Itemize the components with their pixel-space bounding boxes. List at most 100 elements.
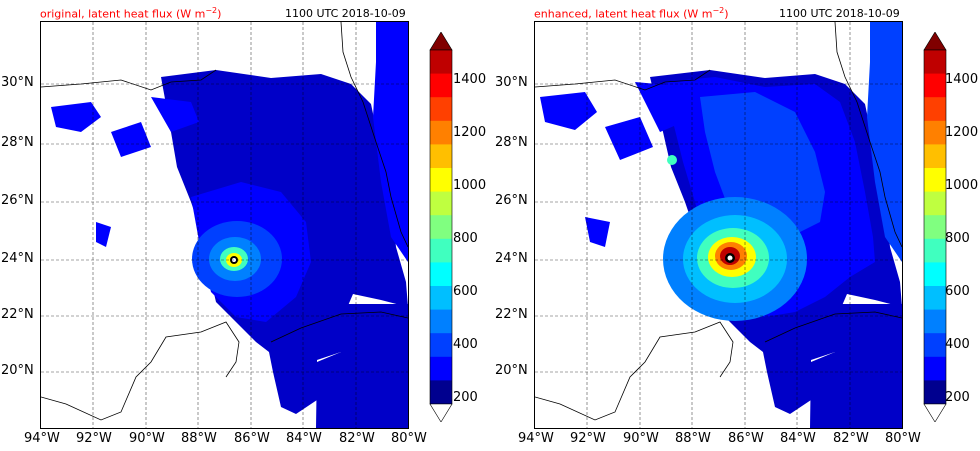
right-cbar-segment [924, 333, 946, 358]
left-cbar-segment [430, 262, 452, 287]
right-east-atlantic [867, 22, 902, 262]
right-panel-time: 1100 UTC 2018-10-09 [779, 7, 900, 20]
left-title-text: original, latent heat flux (W m [40, 7, 206, 21]
left-lon-tick: 86°W [234, 431, 270, 446]
right-lat-tick: 22°N [495, 307, 528, 322]
right-land-hotspot [667, 155, 677, 165]
left-cbar-segment [430, 168, 452, 193]
right-panel-title: enhanced, latent heat flux (W m−2) [534, 6, 729, 21]
right-coastline [535, 22, 902, 421]
right-lat-tick: 26°N [495, 193, 528, 208]
left-cbar-label: 200 [453, 390, 478, 405]
left-cbar-segment [430, 50, 452, 75]
right-lon-tick: 92°W [570, 431, 606, 446]
left-map-svg [41, 22, 408, 428]
left-colorbar [429, 32, 453, 422]
left-east-atlantic [373, 22, 408, 262]
right-cbar-segment [924, 50, 946, 75]
left-panel-time: 1100 UTC 2018-10-09 [285, 7, 406, 20]
right-map [534, 21, 903, 429]
left-cbar-segment [430, 380, 452, 405]
right-cbar-label: 1400 [945, 72, 979, 87]
right-cbar-label: 1000 [945, 178, 979, 193]
left-cbar-segment [430, 238, 452, 263]
right-lon-tick: 88°W [675, 431, 711, 446]
left-cbar-segment [430, 73, 452, 98]
right-gridlines [535, 22, 902, 428]
right-lon-tick: 80°W [885, 431, 921, 446]
right-title-text: enhanced, latent heat flux (W m [534, 7, 713, 21]
left-cbar-label: 400 [453, 337, 478, 352]
left-cbar-label: 1200 [453, 125, 487, 140]
left-map [40, 21, 409, 429]
left-lon-tick: 92°W [76, 431, 112, 446]
left-title-close: ) [217, 7, 222, 21]
right-storm-eye-center [727, 255, 733, 261]
right-lon-tick: 86°W [728, 431, 764, 446]
right-title-close: ) [724, 7, 729, 21]
left-cbar-segment [430, 215, 452, 240]
right-cbar-label: 600 [945, 284, 970, 299]
right-cbar-segment [924, 144, 946, 169]
right-cbar-segment [924, 120, 946, 145]
left-panel-title: original, latent heat flux (W m−2) [40, 6, 221, 21]
right-cbar-under-triangle [923, 403, 947, 422]
right-cbar-segment [924, 168, 946, 193]
left-cbar-label: 1400 [453, 72, 487, 87]
right-cbar-label: 200 [945, 390, 970, 405]
right-lat-tick: 20°N [495, 363, 528, 378]
left-cbar-segment [430, 309, 452, 334]
right-cbar-label: 400 [945, 337, 970, 352]
left-cbar-segment [430, 333, 452, 358]
right-cbar-segment [924, 380, 946, 405]
left-cbar-under-triangle [429, 403, 453, 422]
right-cbar-segment [924, 286, 946, 311]
left-lon-tick: 90°W [129, 431, 165, 446]
left-land-speckle [51, 97, 199, 247]
right-cbar-segment [924, 97, 946, 122]
left-cbar-label: 800 [453, 231, 478, 246]
right-cbar-segment [924, 73, 946, 98]
right-lon-tick: 84°W [780, 431, 816, 446]
right-cbar-segment [924, 238, 946, 263]
right-cbar-segment [924, 309, 946, 334]
right-lat-tick: 28°N [495, 135, 528, 150]
right-title-superscript: −2 [712, 6, 725, 15]
left-cbar-label: 1000 [453, 178, 487, 193]
left-cbar-segment [430, 120, 452, 145]
left-caribbean-field [316, 304, 408, 428]
left-lat-tick: 30°N [1, 75, 34, 90]
left-cbar-over-triangle [429, 32, 453, 51]
left-lon-tick: 80°W [391, 431, 427, 446]
left-cbar-segment [430, 144, 452, 169]
right-caribbean-field [810, 304, 902, 428]
left-cbar-segment [430, 356, 452, 381]
left-cbar-label: 600 [453, 284, 478, 299]
right-map-svg [535, 22, 902, 428]
right-cbar-segment [924, 191, 946, 216]
right-lat-tick: 24°N [495, 251, 528, 266]
left-lat-tick: 20°N [1, 363, 34, 378]
left-lon-tick: 88°W [181, 431, 217, 446]
left-gridlines [41, 22, 408, 428]
left-cbar-segment [430, 286, 452, 311]
right-cbar-over-triangle [923, 32, 947, 51]
right-colorbar [923, 32, 947, 422]
right-cbar-label: 1200 [945, 125, 979, 140]
left-lat-tick: 26°N [1, 193, 34, 208]
right-cbar-segment [924, 356, 946, 381]
right-lon-tick: 90°W [623, 431, 659, 446]
right-cbar-label: 800 [945, 231, 970, 246]
left-title-superscript: −2 [205, 6, 218, 15]
left-lon-tick: 82°W [339, 431, 375, 446]
right-land-speckle [540, 82, 695, 247]
left-cbar-segment [430, 191, 452, 216]
left-lon-tick: 84°W [286, 431, 322, 446]
right-cbar-segment [924, 262, 946, 287]
left-lon-tick: 94°W [24, 431, 60, 446]
left-cbar-segment [430, 97, 452, 122]
left-lat-tick: 28°N [1, 135, 34, 150]
left-lat-tick: 24°N [1, 251, 34, 266]
right-lon-tick: 82°W [833, 431, 869, 446]
right-lon-tick: 94°W [518, 431, 554, 446]
